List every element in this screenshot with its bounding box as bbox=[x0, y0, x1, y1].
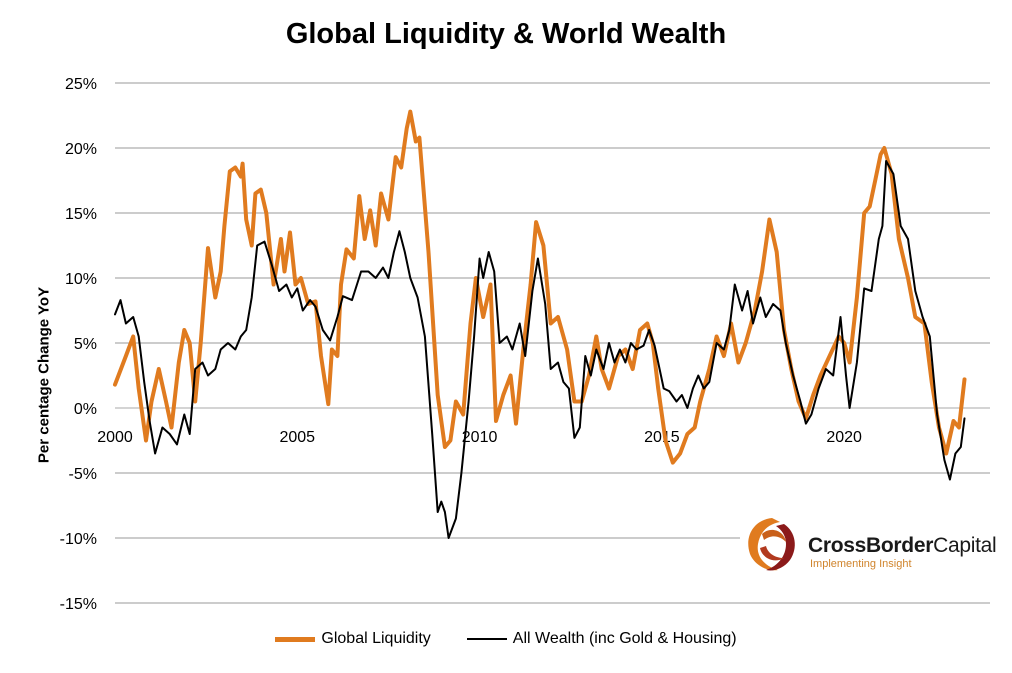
series-line-all-wealth bbox=[114, 160, 966, 539]
x-tick-labels: 2000 2005 2010 2015 2020 bbox=[97, 429, 862, 446]
legend-swatch-orange bbox=[275, 636, 316, 642]
legend-item-global-liquidity: Global Liquidity bbox=[275, 630, 431, 648]
y-tick-label: -10% bbox=[60, 531, 97, 548]
logo-wordmark: CrossBorderCapital bbox=[808, 534, 997, 557]
y-tick-label: 5% bbox=[74, 336, 97, 353]
y-tick-labels: 25% 20% 15% 10% 5% 0% -5% -10% -15% bbox=[60, 76, 97, 613]
series-lines bbox=[113, 109, 967, 539]
x-tick-label: 2015 bbox=[644, 429, 680, 446]
logo-swirl-icon bbox=[748, 518, 795, 571]
logo-tagline: Implementing Insight bbox=[810, 558, 912, 570]
legend-label-global-liquidity: Global Liquidity bbox=[321, 630, 431, 647]
y-tick-label: -15% bbox=[60, 596, 97, 613]
legend: Global Liquidity All Wealth (inc Gold & … bbox=[0, 630, 1012, 648]
series-line-global-liquidity bbox=[113, 109, 967, 465]
y-tick-label: 15% bbox=[65, 206, 97, 223]
gridlines bbox=[115, 82, 990, 604]
legend-label-all-wealth: All Wealth (inc Gold & Housing) bbox=[512, 630, 737, 647]
y-tick-label: 25% bbox=[65, 76, 97, 93]
y-tick-label: 0% bbox=[74, 401, 97, 418]
x-tick-label: 2010 bbox=[462, 429, 498, 446]
y-tick-label: 10% bbox=[65, 271, 97, 288]
chart-title: Global Liquidity & World Wealth bbox=[285, 18, 727, 50]
y-tick-label: -5% bbox=[69, 466, 97, 483]
crossborder-logo: CrossBorderCapital Implementing Insight bbox=[740, 512, 997, 582]
y-tick-label: 20% bbox=[65, 141, 97, 158]
x-tick-label: 2000 bbox=[97, 429, 133, 446]
x-tick-label: 2005 bbox=[279, 429, 315, 446]
legend-swatch-black bbox=[466, 638, 507, 640]
legend-item-all-wealth: All Wealth (inc Gold & Housing) bbox=[466, 630, 737, 648]
x-tick-label: 2020 bbox=[826, 429, 862, 446]
